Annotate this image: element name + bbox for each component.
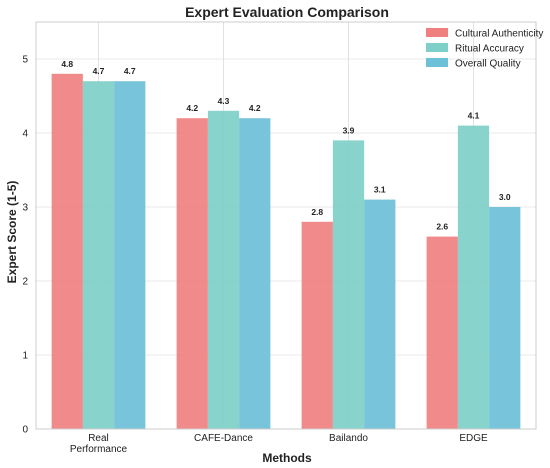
data-label: 4.7	[124, 66, 136, 76]
y-ticks: 0 1 2 3 4 5	[22, 55, 28, 436]
y-tick-label: 0	[22, 425, 28, 436]
bar	[207, 110, 240, 430]
legend-label: Overall Quality	[455, 59, 521, 70]
bar	[301, 221, 333, 429]
legend-swatch	[426, 58, 448, 67]
legend-label: Ritual Accuracy	[455, 44, 524, 55]
x-ticks: Real Performance CAFE-Dance Bailando EDGE	[70, 433, 488, 455]
data-label: 3.9	[343, 125, 355, 135]
legend: Cultural Authenticity Ritual Accuracy Over…	[426, 28, 543, 70]
x-axis-label: Methods	[262, 451, 312, 465]
x-tick-label: EDGE	[459, 433, 488, 444]
data-label: 4.2	[249, 103, 261, 113]
data-label: 3.0	[499, 192, 511, 202]
x-tick-label-line: Bailando	[329, 433, 368, 444]
y-tick-label: 3	[22, 203, 28, 214]
y-axis-label: Expert Score (1-5)	[5, 181, 19, 284]
bar	[457, 125, 490, 429]
bar	[82, 81, 115, 429]
legend-label: Cultural Authenticity	[455, 29, 543, 40]
bar	[114, 81, 146, 429]
y-tick-label: 4	[22, 129, 28, 140]
data-label: 4.2	[186, 103, 198, 113]
bar	[426, 236, 458, 429]
data-label: 4.7	[93, 66, 105, 76]
x-tick-label: Bailando	[329, 433, 368, 444]
data-label: 2.8	[311, 207, 323, 217]
chart-title: Expert Evaluation Comparison	[185, 4, 389, 20]
y-tick-label: 1	[22, 351, 28, 362]
x-tick-label: CAFE-Dance	[194, 433, 253, 444]
bar	[332, 140, 365, 429]
data-label: 4.3	[218, 96, 230, 106]
bar	[176, 118, 208, 429]
legend-swatch	[426, 28, 448, 37]
x-tick-label-line: Performance	[70, 444, 128, 455]
x-tick-label-line: CAFE-Dance	[194, 433, 253, 444]
bar	[364, 199, 396, 429]
bars	[51, 73, 521, 430]
data-label: 3.1	[374, 185, 386, 195]
plot-frame	[35, 21, 537, 430]
x-tick-label-line: Real	[88, 433, 109, 444]
value-labels: 4.8 4.2 2.8 2.6 4.7 4.3 3.9 4.1 4.7 4.2 3.1 3.0	[61, 59, 511, 232]
data-label: 4.1	[468, 111, 480, 121]
x-tick-label: Real Performance	[70, 433, 128, 455]
legend-swatch	[426, 43, 448, 52]
y-tick-label: 2	[22, 277, 28, 288]
bar	[239, 118, 271, 429]
bar	[51, 73, 83, 430]
data-label: 2.6	[436, 222, 448, 232]
y-tick-label: 5	[22, 55, 28, 66]
data-label: 4.8	[61, 59, 73, 69]
bar	[489, 207, 521, 429]
x-tick-label-line: EDGE	[459, 433, 488, 444]
